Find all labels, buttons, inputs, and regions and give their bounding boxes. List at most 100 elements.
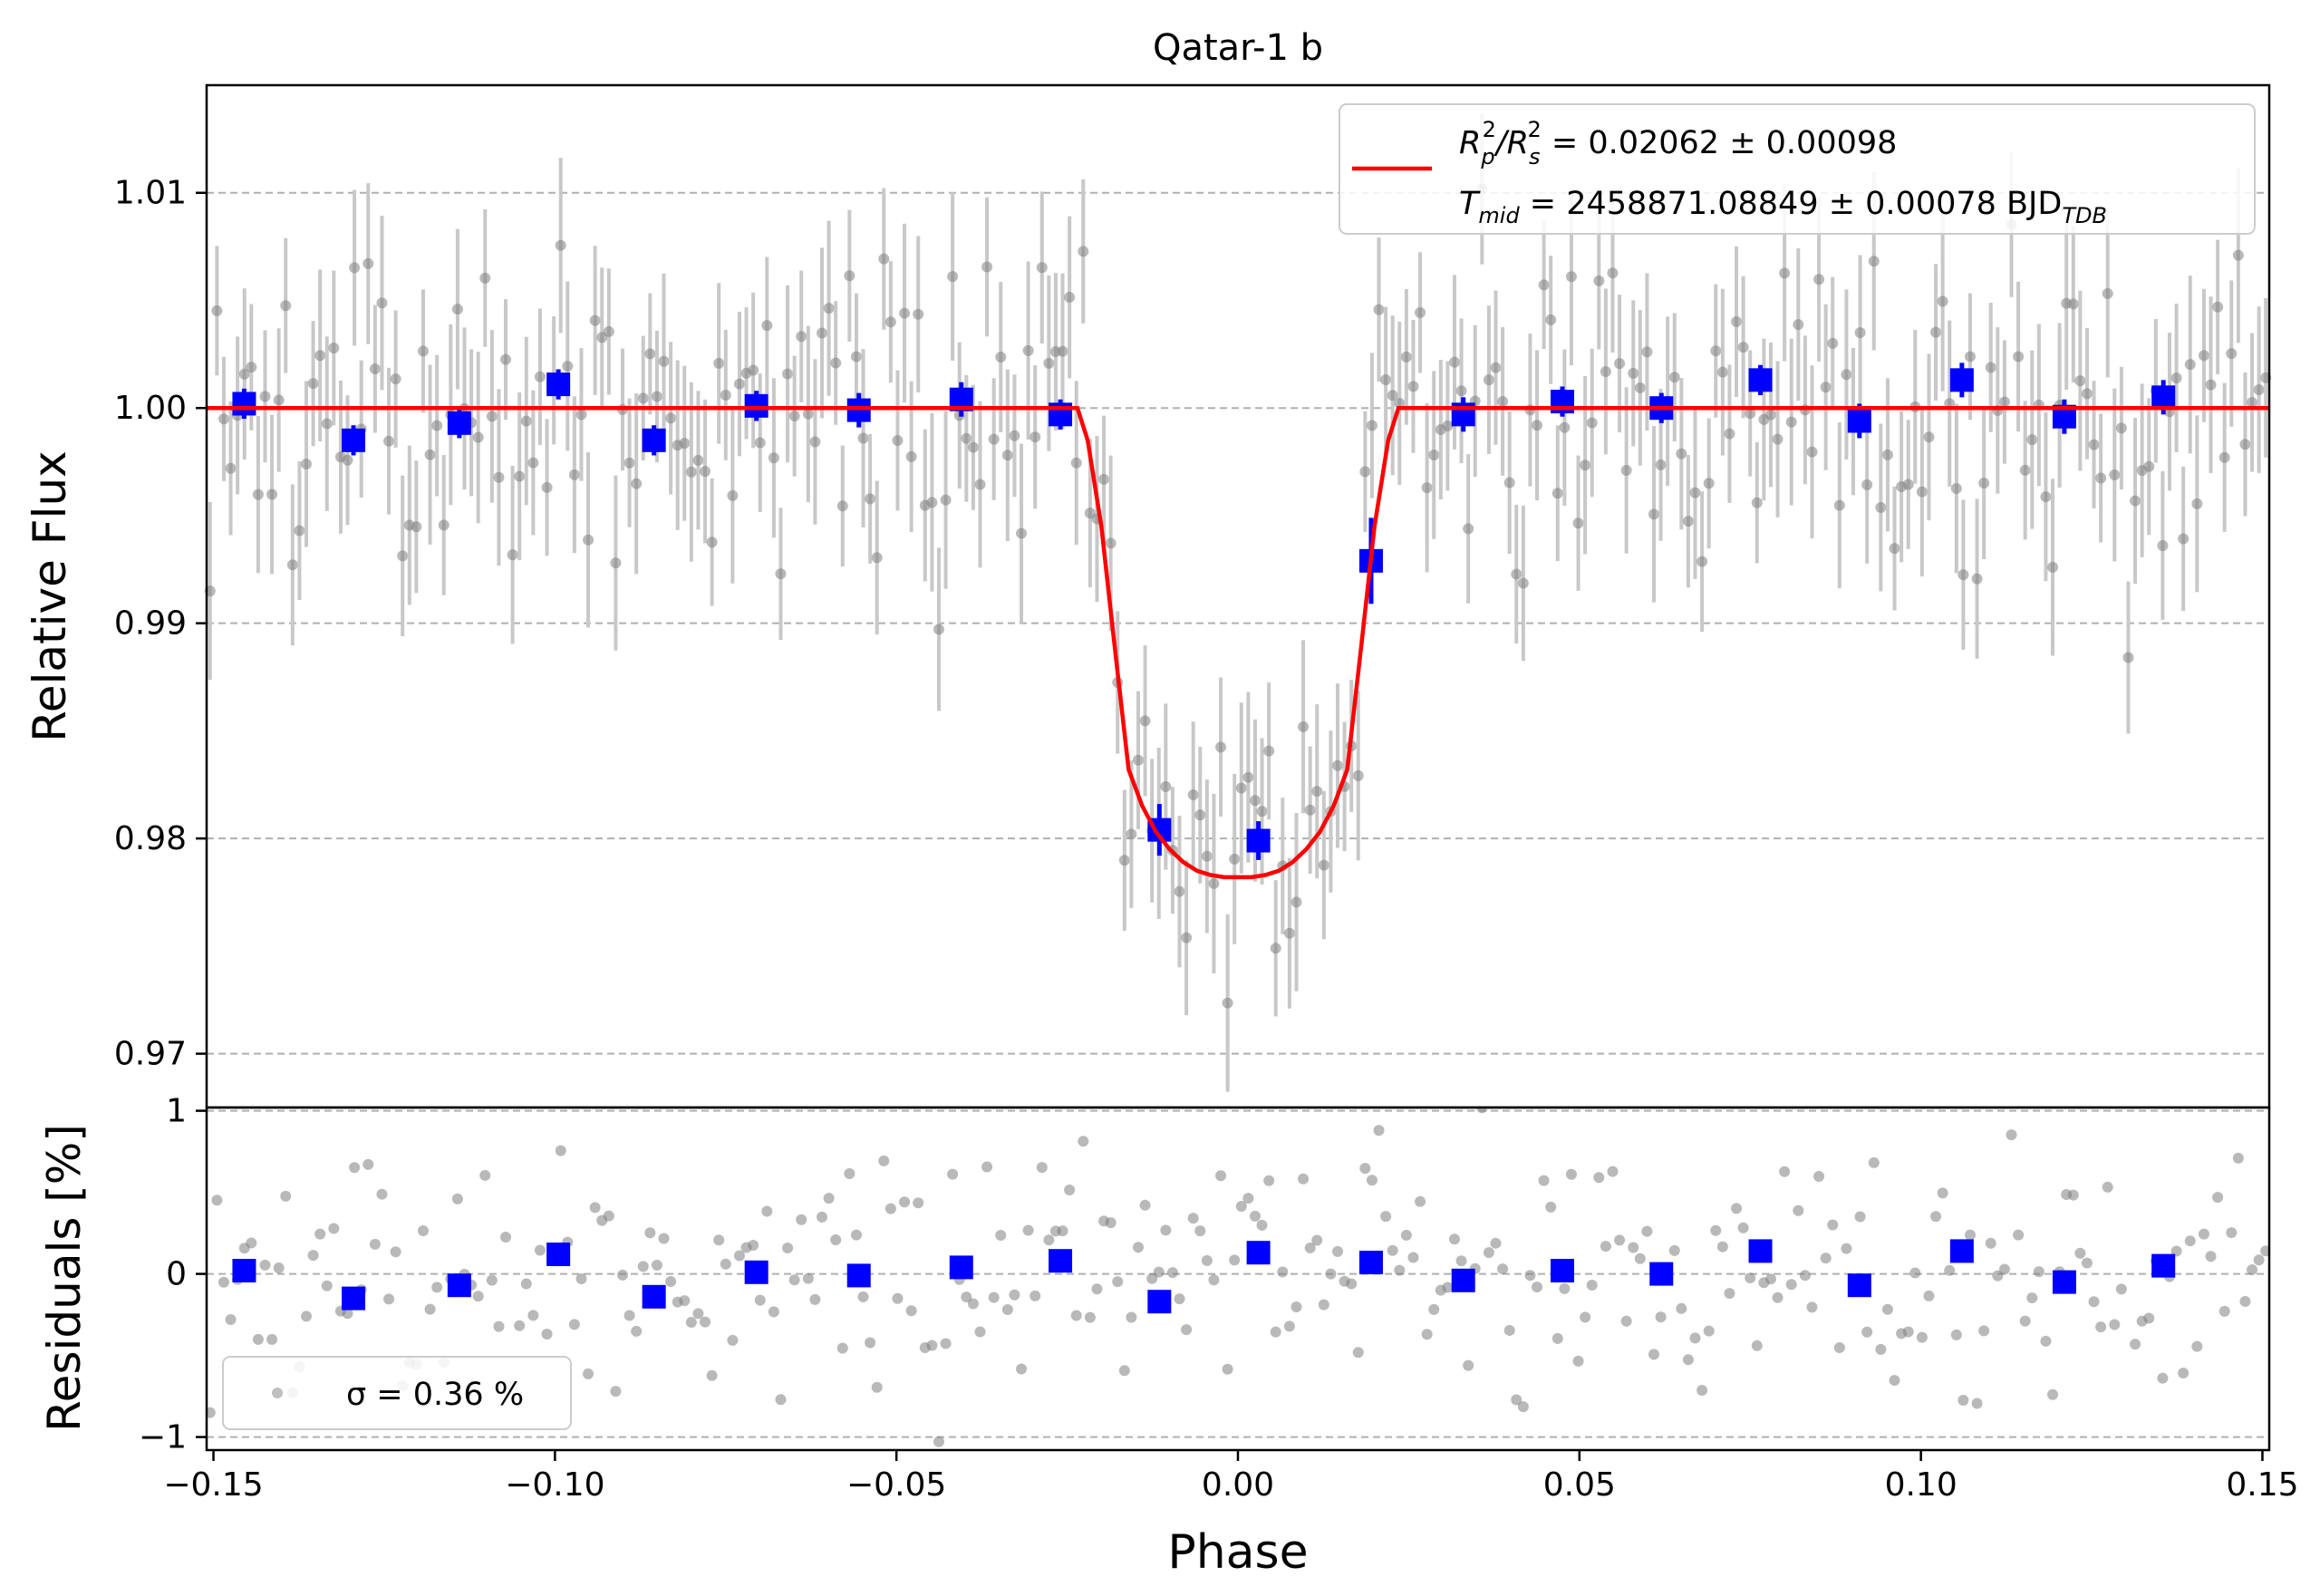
raw-point [2095,472,2107,484]
raw-point [1785,416,1797,428]
residual-raw-point [981,1161,993,1173]
residual-raw-point [637,1261,649,1272]
residual-raw-point [1016,1363,1028,1375]
residual-raw-point [1380,1211,1392,1223]
raw-point [1655,459,1667,470]
raw-point [259,391,271,402]
raw-point [383,435,395,447]
residual-raw-point [788,1274,800,1286]
residual-raw-point [1648,1349,1659,1360]
raw-point [1978,478,1990,489]
raw-point [1628,367,1639,379]
residual-raw-point [1249,1210,1261,1222]
raw-point [451,304,463,315]
residual-raw-point [850,1229,862,1241]
residual-raw-point [2019,1315,2031,1327]
residual-raw-point [836,1342,848,1354]
residual-raw-point [1641,1225,1653,1237]
raw-point [1813,274,1825,285]
residual-raw-point [1415,1195,1426,1207]
residual-binned-points [232,1239,2176,1314]
residual-raw-point [479,1169,491,1181]
raw-point [1421,482,1433,494]
residual-raw-point [1978,1325,1990,1337]
residual-raw-point [665,1276,677,1288]
residual-raw-point [2130,1339,2141,1350]
residual-raw-point [2095,1321,2107,1333]
raw-point [2232,249,2244,261]
residual-raw-point [988,1291,1000,1303]
residual-binned-point [1748,1239,1773,1263]
residual-raw-point [1958,1395,1969,1407]
raw-point [1235,782,1247,794]
raw-point [961,432,972,444]
residual-raw-point [1359,1163,1371,1175]
residual-raw-point [514,1320,526,1331]
residual-raw-point [1057,1225,1068,1237]
raw-point [1745,408,1756,420]
residual-raw-point [1407,1252,1419,1263]
raw-point [727,489,739,501]
residual-raw-point [1580,1311,1591,1323]
residual-raw-point [651,1259,662,1271]
raw-point [376,297,388,309]
residual-raw-point [1937,1187,1948,1199]
raw-point [286,559,298,571]
raw-point [1716,366,1728,378]
residual-gridlines [207,1109,2269,1438]
residual-raw-point [1868,1156,1880,1168]
residual-raw-point [1215,1170,1227,1182]
residual-raw-point [624,1310,635,1321]
residual-raw-point [1655,1311,1667,1323]
raw-point [1497,395,1509,407]
raw-point [1724,428,1735,440]
raw-point [796,331,807,343]
residual-raw-point [748,1240,759,1252]
binned-point [744,393,768,418]
raw-point [1332,759,1344,771]
legend-tmid-label: Tmid = 2458871.08849 ± 0.00078 BJDTDB [1459,186,2107,228]
x-tick-label: −0.10 [505,1466,604,1504]
residual-raw-point [775,1394,787,1406]
residual-raw-point [1793,1204,1804,1216]
raw-point [2170,372,2182,384]
residual-raw-point [720,1258,731,1270]
residual-raw-point [857,1291,869,1302]
raw-point [2198,350,2209,362]
residual-raw-point [252,1333,264,1345]
residual-raw-point [754,1294,766,1306]
raw-point [1181,932,1193,943]
residual-raw-point [817,1211,828,1223]
residual-binned-point [949,1255,973,1280]
raw-point [589,314,601,326]
raw-point [1930,326,1942,338]
residual-raw-point [2115,1283,2127,1295]
residual-raw-point [1235,1201,1247,1213]
residual-raw-point [892,1292,904,1304]
residual-raw-point [1628,1242,1639,1253]
residual-raw-point [1552,1332,1563,1344]
residual-binned-point [1649,1262,1674,1286]
residual-raw-point [1387,1244,1398,1256]
residual-binned-point [1847,1273,1871,1298]
raw-point [685,466,697,478]
residual-raw-point [1146,1272,1158,1284]
raw-point [1201,850,1213,862]
residual-binned-point [1358,1251,1383,1274]
residual-raw-point [1400,1229,1412,1241]
residual-raw-point [431,1282,443,1293]
raw-point [1483,374,1494,386]
residual-raw-point [1813,1170,1825,1182]
raw-point [1641,346,1653,358]
raw-point [1304,804,1316,816]
residual-raw-point [1998,1263,2010,1275]
residual-raw-point [1118,1365,1130,1377]
residual-raw-point [589,1202,601,1214]
raw-point [1387,390,1398,401]
residual-raw-point [631,1325,643,1337]
raw-point [541,481,553,493]
raw-point [1827,337,1839,349]
residual-raw-point [1511,1394,1522,1406]
residual-raw-point [1256,1219,1268,1231]
raw-point [899,307,911,319]
